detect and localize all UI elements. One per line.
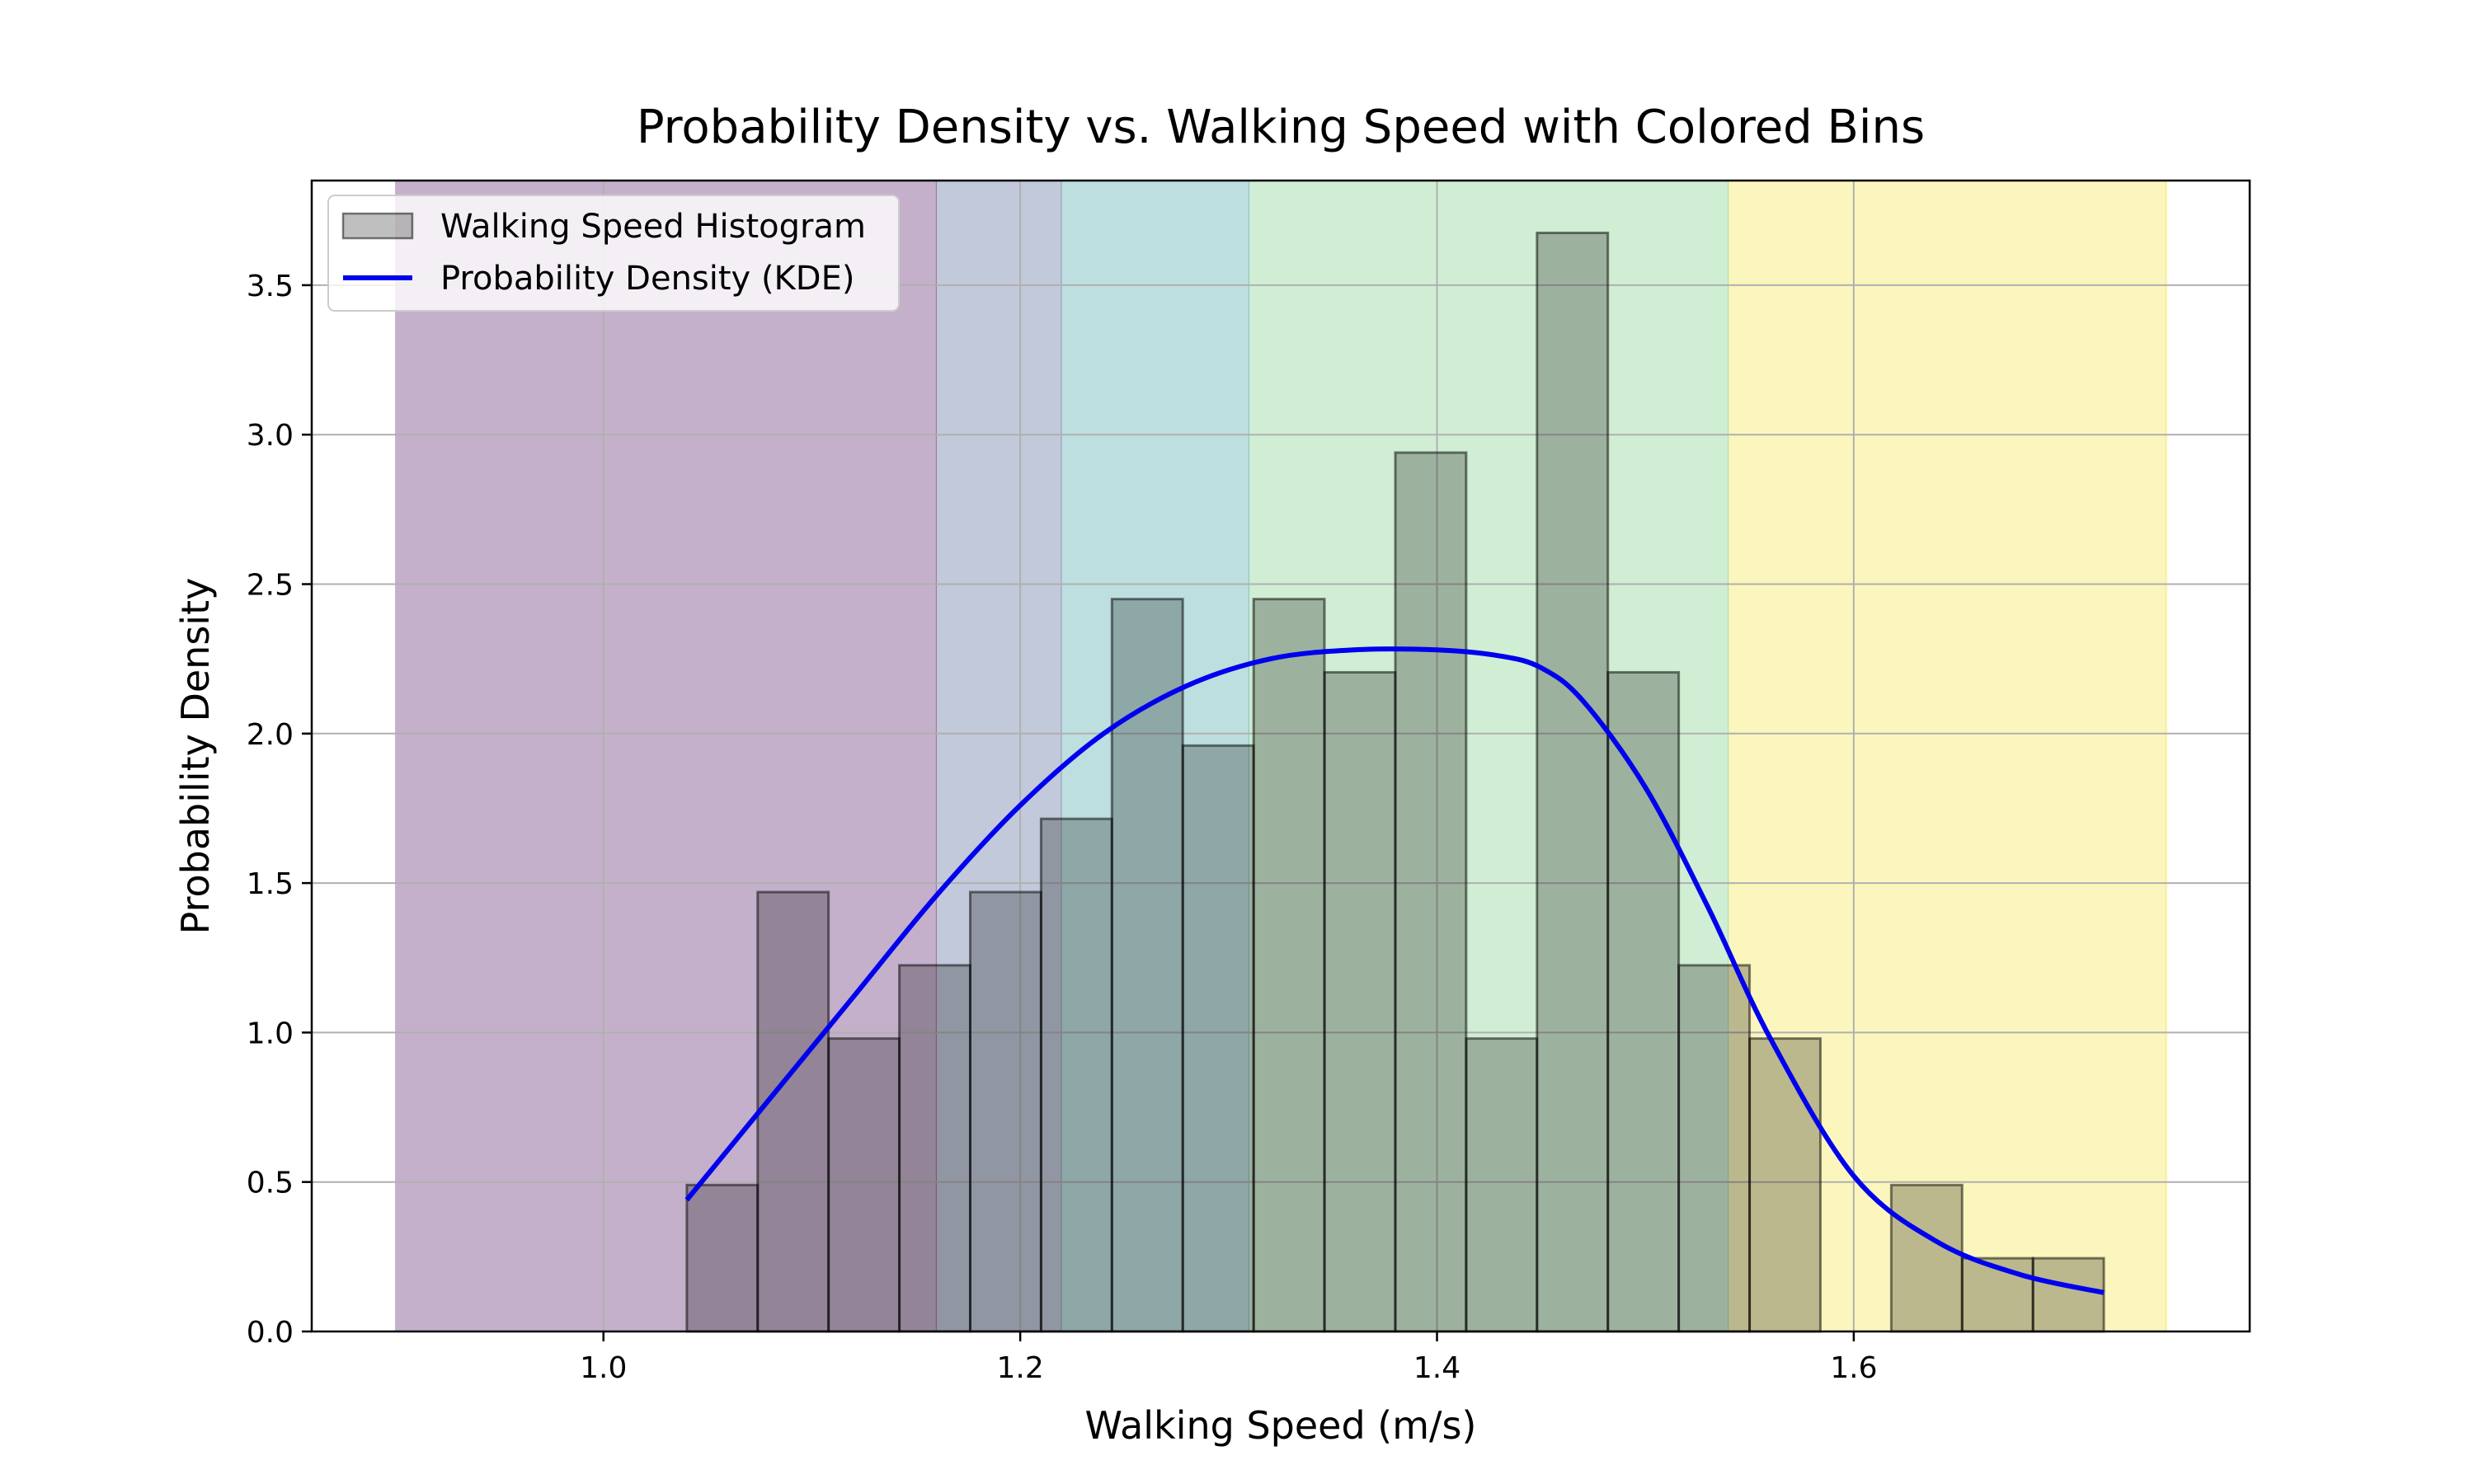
histogram-bar-14 bbox=[1606, 670, 1681, 1333]
x-tick-label-1: 1.0 bbox=[580, 1351, 627, 1385]
histogram-bar-18 bbox=[1889, 1183, 1964, 1333]
chart-title: Probability Density vs. Walking Speed wi… bbox=[637, 101, 1925, 154]
y-axis-ticks: 0.0 0.5 1.0 1.5 2.0 2.5 3.0 3.5 bbox=[247, 270, 312, 1350]
plot-frame bbox=[310, 179, 2251, 1333]
y-tick-label-6: 2.5 bbox=[247, 569, 294, 603]
histogram-bar-11 bbox=[1394, 451, 1468, 1333]
colored-bin-bands bbox=[395, 181, 2168, 1331]
histogram-bar-15 bbox=[1677, 964, 1752, 1333]
legend-histogram-patch bbox=[341, 212, 414, 240]
x-axis-ticks: 1.0 1.2 1.4 1.6 bbox=[580, 1331, 1878, 1385]
histogram-bar-2 bbox=[756, 890, 830, 1333]
histogram-bar-1 bbox=[685, 1183, 760, 1333]
histogram-bar-5 bbox=[968, 890, 1042, 1333]
histogram-bar-10 bbox=[1323, 670, 1397, 1333]
histogram-bar-3 bbox=[827, 1037, 901, 1333]
histogram-bar-12 bbox=[1465, 1037, 1539, 1333]
y-tick-label-4: 1.5 bbox=[247, 867, 294, 901]
histogram-bar-4 bbox=[898, 964, 971, 1333]
legend-kde-label: Probability Density (KDE) bbox=[440, 260, 854, 298]
x-axis-label: Walking Speed (m/s) bbox=[1085, 1403, 1477, 1448]
histogram-bar-9 bbox=[1252, 598, 1326, 1333]
histogram-bar-13 bbox=[1536, 231, 1610, 1333]
y-tick-label-8: 3.5 bbox=[247, 270, 294, 303]
grid-lines bbox=[312, 181, 2250, 1331]
legend-histogram-label: Walking Speed Histogram bbox=[440, 208, 866, 246]
y-axis-label: Probability Density bbox=[173, 578, 218, 935]
x-tick-label-2: 1.2 bbox=[997, 1351, 1044, 1385]
legend-box bbox=[327, 195, 900, 312]
colored-bin-band-5 bbox=[1729, 181, 2166, 1331]
histogram-bar-7 bbox=[1110, 598, 1184, 1333]
y-tick-label-7: 3.0 bbox=[247, 419, 294, 453]
y-tick-label-5: 2.0 bbox=[247, 718, 294, 752]
x-tick-label-4: 1.6 bbox=[1830, 1351, 1877, 1385]
x-tick-label-3: 1.4 bbox=[1413, 1351, 1460, 1385]
colored-bin-band-1 bbox=[395, 181, 938, 1331]
colored-bin-band-4 bbox=[1249, 181, 1729, 1331]
histogram-bar-16 bbox=[1748, 1037, 1822, 1333]
histogram-bar-8 bbox=[1181, 744, 1255, 1333]
y-tick-label-1: 0.0 bbox=[247, 1316, 294, 1350]
histogram-bar-20 bbox=[2031, 1256, 2105, 1333]
legend: Walking Speed Histogram Probability Dens… bbox=[327, 195, 900, 312]
y-tick-label-2: 0.5 bbox=[247, 1167, 294, 1200]
y-tick-label-3: 1.0 bbox=[247, 1017, 294, 1050]
kde-line bbox=[684, 646, 2105, 1295]
colored-bin-band-3 bbox=[1061, 181, 1250, 1331]
histogram-bar-6 bbox=[1039, 817, 1113, 1333]
